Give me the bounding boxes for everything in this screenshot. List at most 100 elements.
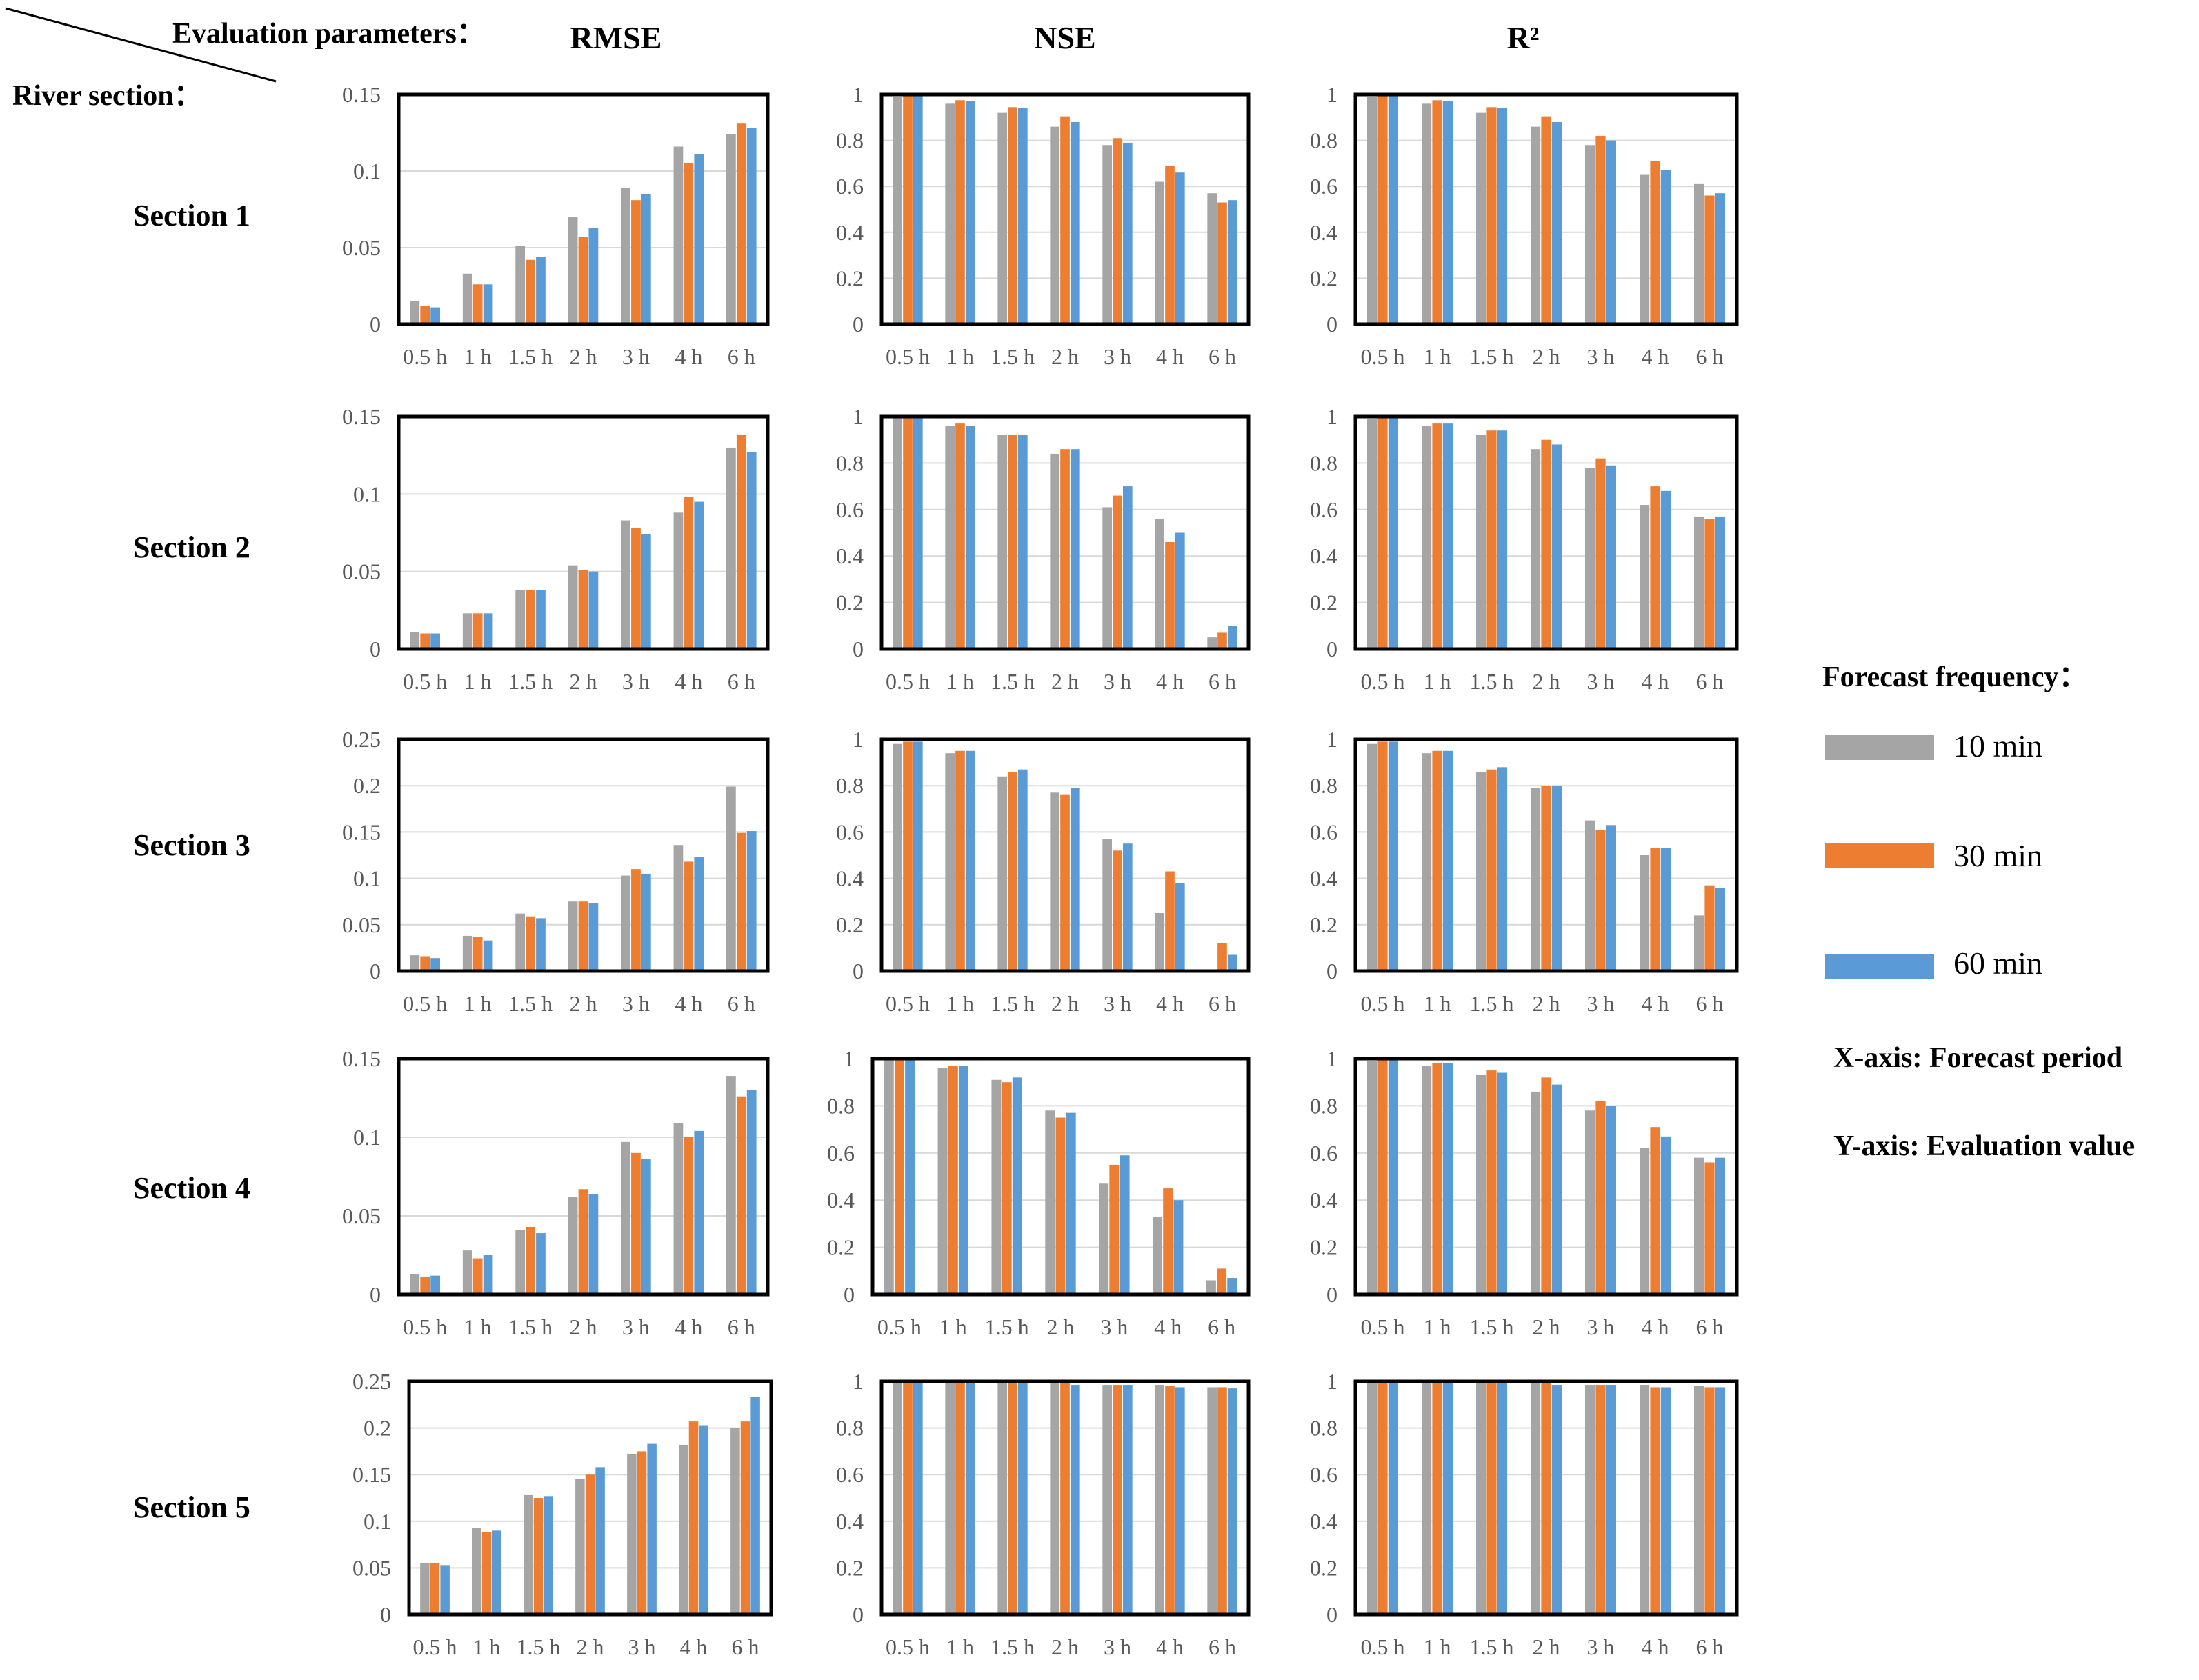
bar-30min-2h bbox=[1541, 116, 1551, 324]
x-tick-label: 6 h bbox=[1208, 669, 1236, 694]
y-tick-label: 1 bbox=[1326, 1046, 1337, 1071]
bar-10min-1h bbox=[472, 1528, 481, 1614]
y-tick-label: 0.6 bbox=[836, 497, 864, 522]
legend-label-30min: 30 min bbox=[1953, 838, 2042, 873]
y-tick-label: 1 bbox=[1326, 404, 1337, 429]
y-tick-label: 0.15 bbox=[352, 1462, 391, 1487]
bar-10min-4h bbox=[1155, 1385, 1165, 1614]
bar-10min-1h bbox=[937, 1068, 948, 1294]
bar-30min-3h bbox=[1109, 1164, 1120, 1294]
x-tick-label: 4 h bbox=[675, 669, 702, 694]
bar-60min-1_5h bbox=[1497, 430, 1508, 649]
x-tick-label: 1 h bbox=[1424, 1634, 1451, 1659]
bar-60min-3h bbox=[647, 1443, 657, 1614]
bar-30min-6h bbox=[1704, 885, 1715, 971]
bar-10min-6h bbox=[726, 447, 736, 649]
bar-10min-1h bbox=[462, 613, 472, 649]
y-tick-label: 0.2 bbox=[836, 912, 864, 937]
bar-10min-3h bbox=[1584, 468, 1595, 649]
bar-10min-2h bbox=[575, 1479, 585, 1614]
y-tick-label: 0 bbox=[1326, 312, 1337, 337]
y-tick-label: 0 bbox=[370, 959, 381, 983]
bar-30min-6h bbox=[1704, 519, 1715, 649]
plot-frame bbox=[1353, 414, 1739, 651]
bar-30min-3h bbox=[1113, 495, 1122, 649]
legend-label-60min: 60 min bbox=[1953, 946, 2042, 981]
bar-10min-1_5h bbox=[1475, 1074, 1486, 1294]
bar-60min-6h bbox=[1715, 888, 1726, 971]
bar-10min-6h bbox=[1693, 516, 1704, 649]
bar-10min-3h bbox=[1584, 145, 1595, 324]
x-tick-label: 4 h bbox=[680, 1634, 708, 1659]
plot-frame bbox=[397, 92, 770, 326]
bar-10min-0_5h bbox=[1366, 743, 1377, 971]
bar-10min-2h bbox=[1530, 126, 1541, 324]
x-tick-label: 1 h bbox=[1424, 669, 1451, 694]
y-tick-label: 0.15 bbox=[342, 404, 381, 429]
bar-10min-4h bbox=[1639, 174, 1650, 324]
bar-10min-2h bbox=[1050, 126, 1060, 324]
x-tick-label: 1 h bbox=[946, 1634, 974, 1659]
x-tick-label: 1.5 h bbox=[991, 669, 1035, 694]
bar-60min-6h bbox=[750, 1397, 760, 1614]
bar-30min-1h bbox=[472, 284, 483, 324]
bar-60min-6h bbox=[1227, 1278, 1237, 1294]
bar-60min-2h bbox=[588, 903, 599, 971]
bar-10min-1_5h bbox=[515, 590, 526, 649]
chart-section-3-r2: 0 0.2 0.4 0.6 0.8 1 0.5 h 1 h 1.5 h 2 h 3 h 4 h 6 h bbox=[1310, 727, 1739, 1016]
bar-10min-4h bbox=[1639, 1148, 1650, 1294]
x-tick-label: 1.5 h bbox=[991, 1634, 1035, 1659]
bar-30min-1h bbox=[472, 613, 483, 649]
bar-30min-0_5h bbox=[430, 1563, 440, 1614]
bar-60min-6h bbox=[1227, 1388, 1237, 1614]
bar-30min-6h bbox=[1217, 1268, 1227, 1294]
bar-10min-4h bbox=[679, 1444, 688, 1614]
bar-30min-0_5h bbox=[420, 956, 430, 971]
chart-section-2-rmse: 0 0.05 0.1 0.15 0.5 h 1 h 1.5 h 2 h 3 h 4 h 6 h bbox=[342, 404, 770, 694]
bar-30min-2h bbox=[578, 1189, 588, 1294]
section-label-2: Section 2 bbox=[133, 530, 250, 564]
y-tick-label: 0.05 bbox=[342, 235, 381, 260]
x-tick-label: 4 h bbox=[1642, 1634, 1669, 1659]
bar-30min-1h bbox=[1432, 100, 1442, 324]
y-tick-label: 0.2 bbox=[364, 1416, 391, 1441]
plot-frame bbox=[397, 414, 770, 651]
bar-10min-3h bbox=[621, 875, 630, 971]
y-tick-label: 0.15 bbox=[342, 819, 381, 844]
bar-60min-4h bbox=[699, 1425, 708, 1614]
y-tick-label: 0.6 bbox=[836, 1462, 864, 1487]
x-tick-label: 0.5 h bbox=[1361, 1634, 1405, 1659]
bar-30min-6h bbox=[1704, 1162, 1715, 1294]
bar-10min-1_5h bbox=[997, 1382, 1008, 1614]
bar-30min-6h bbox=[736, 832, 746, 971]
y-tick-label: 0.2 bbox=[1310, 1555, 1337, 1580]
bar-30min-4h bbox=[684, 497, 694, 649]
bar-60min-4h bbox=[1660, 1387, 1671, 1614]
y-tick-label: 0.4 bbox=[827, 1188, 855, 1212]
x-tick-label: 4 h bbox=[675, 344, 702, 369]
bar-30min-3h bbox=[631, 200, 641, 324]
x-tick-label: 0.5 h bbox=[403, 991, 447, 1016]
bar-10min-0_5h bbox=[893, 1382, 903, 1614]
bar-10min-2h bbox=[568, 1197, 578, 1294]
x-tick-label: 1.5 h bbox=[517, 1634, 561, 1659]
bar-30min-1_5h bbox=[1008, 772, 1017, 971]
bar-60min-0_5h bbox=[913, 1382, 923, 1614]
bar-30min-1h bbox=[955, 1382, 965, 1614]
x-tick-label: 2 h bbox=[570, 669, 597, 694]
bar-10min-3h bbox=[627, 1454, 637, 1614]
bar-10min-0_5h bbox=[884, 1059, 894, 1294]
y-tick-label: 1 bbox=[853, 727, 864, 752]
bar-30min-3h bbox=[631, 869, 641, 971]
bar-10min-2h bbox=[568, 901, 578, 971]
y-tick-label: 0.4 bbox=[1310, 1509, 1337, 1534]
plot-frame bbox=[397, 737, 770, 973]
bar-10min-3h bbox=[1584, 1385, 1595, 1614]
bar-30min-1_5h bbox=[1486, 1382, 1497, 1614]
plot-frame bbox=[879, 1379, 1251, 1617]
bar-30min-2h bbox=[578, 237, 588, 324]
y-tick-label: 0.15 bbox=[342, 1046, 381, 1071]
section-label-3: Section 3 bbox=[133, 828, 250, 862]
column-title-r2: R² bbox=[1506, 20, 1539, 55]
y-tick-label: 0.2 bbox=[836, 266, 864, 290]
